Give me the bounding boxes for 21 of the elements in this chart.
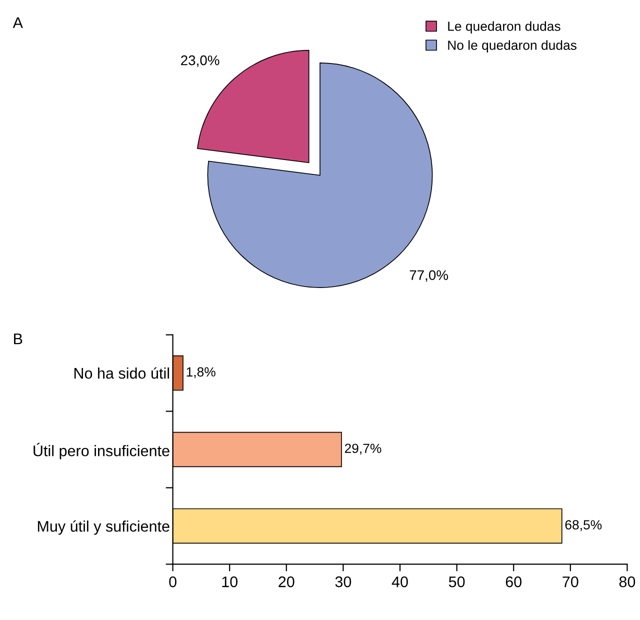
data-label: 29,7% xyxy=(344,444,382,455)
data-label: 1,8% xyxy=(186,367,216,378)
data-label: 23,0% xyxy=(181,55,220,67)
x-tick-label: 20 xyxy=(278,576,294,588)
y-tick-label: Útil pero insuficiente xyxy=(34,442,170,460)
x-tick-label: 50 xyxy=(448,576,465,588)
x-tick-label: 80 xyxy=(619,576,636,588)
y-tick-label: No ha sido útil xyxy=(74,367,170,379)
x-tick-label: 70 xyxy=(562,576,578,588)
x-tick-label: 40 xyxy=(392,576,408,588)
x-tick-label: 60 xyxy=(506,576,522,588)
legend-label: Le quedaron dudas xyxy=(448,21,560,34)
y-tick-label: Muy útil y suficiente xyxy=(38,520,170,535)
legend-label: No le quedaron dudas xyxy=(448,40,576,53)
x-tick-label: 10 xyxy=(222,576,238,588)
x-tick-label: 0 xyxy=(169,576,176,588)
data-label: 77,0% xyxy=(410,270,448,282)
data-label: 68,5% xyxy=(565,520,602,532)
x-tick-label: 30 xyxy=(335,576,352,588)
text: A xyxy=(12,17,23,28)
text: B xyxy=(14,334,22,344)
